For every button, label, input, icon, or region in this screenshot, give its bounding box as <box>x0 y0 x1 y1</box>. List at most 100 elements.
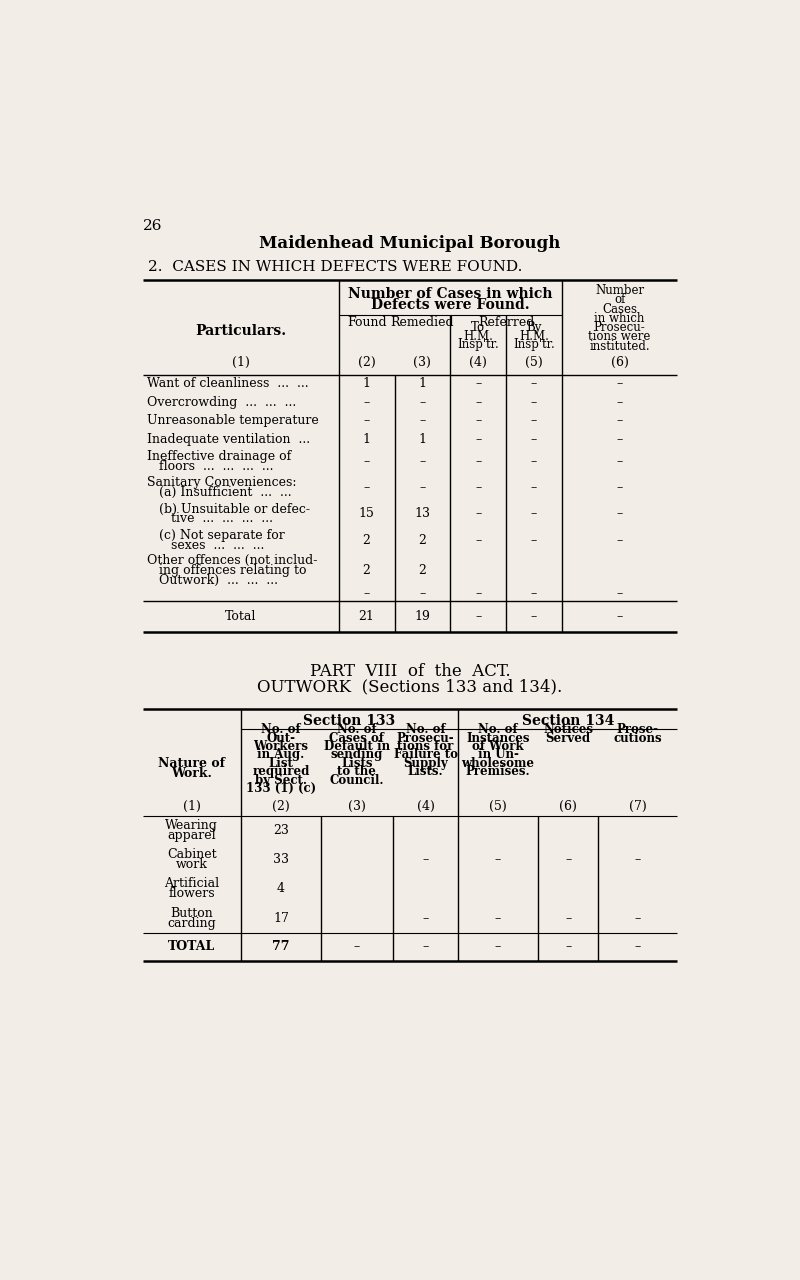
Text: Defects were Found.: Defects were Found. <box>371 297 530 311</box>
Text: –: – <box>634 911 641 924</box>
Text: Number of Cases in which: Number of Cases in which <box>348 287 553 301</box>
Text: Inadequate ventilation  ...: Inadequate ventilation ... <box>147 433 310 445</box>
Text: –: – <box>475 396 482 408</box>
Text: wholesome: wholesome <box>462 756 534 771</box>
Text: –: – <box>617 588 622 600</box>
Text: 1: 1 <box>418 378 426 390</box>
Text: To: To <box>471 321 486 334</box>
Text: of Work: of Work <box>472 740 524 753</box>
Text: –: – <box>617 415 622 428</box>
Text: –: – <box>531 415 537 428</box>
Text: (3): (3) <box>348 800 366 813</box>
Text: Overcrowding  ...  ...  ...: Overcrowding ... ... ... <box>147 396 297 408</box>
Text: –: – <box>419 396 426 408</box>
Text: cutions: cutions <box>614 732 662 745</box>
Text: 23: 23 <box>273 824 289 837</box>
Text: Wearing: Wearing <box>166 819 218 832</box>
Text: Artificial: Artificial <box>164 878 219 891</box>
Text: 1: 1 <box>362 433 370 445</box>
Text: –: – <box>531 456 537 468</box>
Text: Cases of: Cases of <box>330 732 385 745</box>
Text: TOTAL: TOTAL <box>168 941 215 954</box>
Text: Prosecu-: Prosecu- <box>397 732 454 745</box>
Text: 2: 2 <box>418 534 426 547</box>
Text: –: – <box>354 941 360 954</box>
Text: 15: 15 <box>358 507 374 521</box>
Text: –: – <box>617 534 622 547</box>
Text: –: – <box>475 415 482 428</box>
Text: –: – <box>617 456 622 468</box>
Text: Maidenhead Municipal Borough: Maidenhead Municipal Borough <box>259 236 561 252</box>
Text: Workers: Workers <box>254 740 309 753</box>
Text: –: – <box>531 396 537 408</box>
Text: H.M.: H.M. <box>519 329 549 343</box>
Text: Insp'tr.: Insp'tr. <box>513 338 555 351</box>
Text: (7): (7) <box>629 800 646 813</box>
Text: tive  ...  ...  ...  ...: tive ... ... ... ... <box>147 512 274 526</box>
Text: PART  VIII  of  the  ACT.: PART VIII of the ACT. <box>310 663 510 680</box>
Text: –: – <box>419 481 426 494</box>
Text: Supply: Supply <box>403 756 448 771</box>
Text: Cases: Cases <box>602 302 637 316</box>
Text: 21: 21 <box>358 609 374 623</box>
Text: Sanitary Conveniences:: Sanitary Conveniences: <box>147 476 297 489</box>
Text: 1: 1 <box>418 433 426 445</box>
Text: carding: carding <box>167 916 216 929</box>
Text: in Un-: in Un- <box>478 749 518 762</box>
Text: Instances: Instances <box>466 732 530 745</box>
Text: flowers: flowers <box>169 887 215 900</box>
Text: (1): (1) <box>232 356 250 369</box>
Text: –: – <box>531 481 537 494</box>
Text: Default in: Default in <box>324 740 390 753</box>
Text: Out-: Out- <box>266 732 295 745</box>
Text: in which: in which <box>594 312 645 325</box>
Text: 13: 13 <box>414 507 430 521</box>
Text: floors  ...  ...  ...  ...: floors ... ... ... ... <box>147 460 274 474</box>
Text: –: – <box>475 481 482 494</box>
Text: –: – <box>422 941 429 954</box>
Text: –: – <box>422 854 429 867</box>
Text: 2.  CASES IN WHICH DEFECTS WERE FOUND.: 2. CASES IN WHICH DEFECTS WERE FOUND. <box>148 260 522 274</box>
Text: (4): (4) <box>470 356 487 369</box>
Text: Notices: Notices <box>543 723 593 736</box>
Text: –: – <box>475 588 482 600</box>
Text: –: – <box>531 507 537 521</box>
Text: Found: Found <box>346 316 386 329</box>
Text: 33: 33 <box>273 854 289 867</box>
Text: Outwork)  ...  ...  ...: Outwork) ... ... ... <box>147 573 278 586</box>
Text: (6): (6) <box>559 800 577 813</box>
Text: 2: 2 <box>418 563 426 577</box>
Text: –: – <box>617 609 622 623</box>
Text: Want of cleanliness  ...  ...: Want of cleanliness ... ... <box>147 378 309 390</box>
Text: sending: sending <box>330 749 383 762</box>
Text: in Aug.: in Aug. <box>258 749 305 762</box>
Text: Lists: Lists <box>341 756 373 771</box>
Text: (3): (3) <box>414 356 431 369</box>
Text: 133 (1) (c): 133 (1) (c) <box>246 782 316 795</box>
Text: Section 134: Section 134 <box>522 714 614 728</box>
Text: Served: Served <box>546 732 590 745</box>
Text: –: – <box>422 911 429 924</box>
Text: –: – <box>363 481 370 494</box>
Text: Ineffective drainage of: Ineffective drainage of <box>147 451 291 463</box>
Text: (1): (1) <box>183 800 201 813</box>
Text: –: – <box>475 609 482 623</box>
Text: –: – <box>475 433 482 445</box>
Text: List: List <box>269 756 294 771</box>
Text: 19: 19 <box>414 609 430 623</box>
Text: apparel: apparel <box>167 829 216 842</box>
Text: –: – <box>617 507 622 521</box>
Text: –: – <box>475 456 482 468</box>
Text: Lists.: Lists. <box>408 765 443 778</box>
Text: Prose-: Prose- <box>617 723 659 736</box>
Text: –: – <box>419 456 426 468</box>
Text: Nature of: Nature of <box>158 756 226 771</box>
Text: (c) Not separate for: (c) Not separate for <box>147 529 285 541</box>
Text: Total: Total <box>225 609 256 623</box>
Text: –: – <box>634 854 641 867</box>
Text: –: – <box>617 481 622 494</box>
Text: –: – <box>565 941 571 954</box>
Text: work: work <box>176 858 208 872</box>
Text: required: required <box>252 765 310 778</box>
Text: Button: Button <box>170 906 214 920</box>
